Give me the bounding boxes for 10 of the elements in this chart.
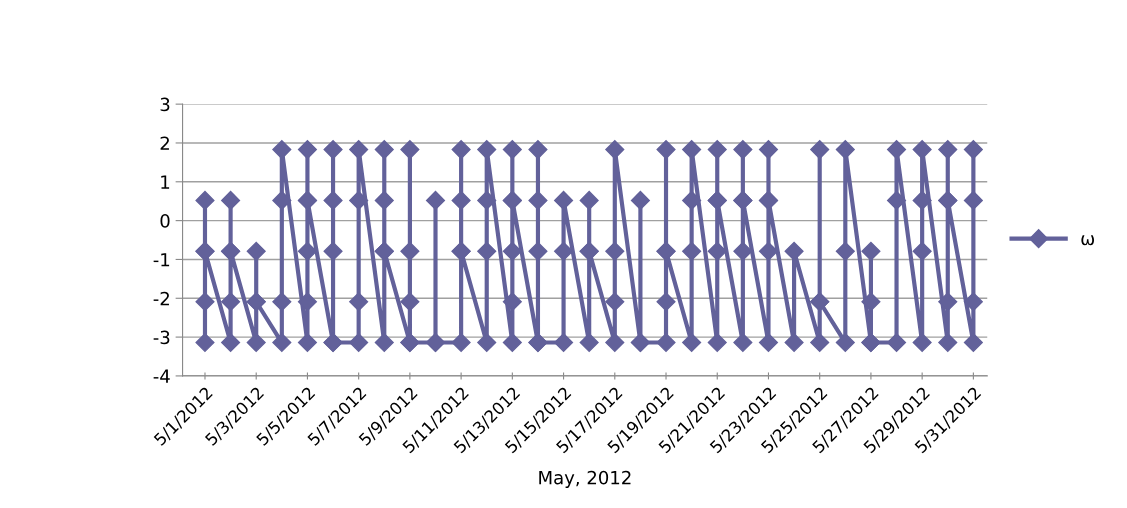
y-tick-label: -2 (153, 291, 169, 306)
y-tick-label: -1 (153, 253, 170, 267)
legend-label: ω (1081, 235, 1095, 246)
y-tick-label: 2 (160, 136, 169, 150)
y-tick-label: -3 (153, 330, 170, 345)
y-tick-label: 3 (160, 97, 170, 112)
y-tick-label: 0 (160, 214, 170, 228)
y-tick-label: 1 (161, 175, 170, 189)
y-tick-label: -4 (153, 369, 170, 383)
x-axis-title: May, 2012 (539, 470, 631, 488)
